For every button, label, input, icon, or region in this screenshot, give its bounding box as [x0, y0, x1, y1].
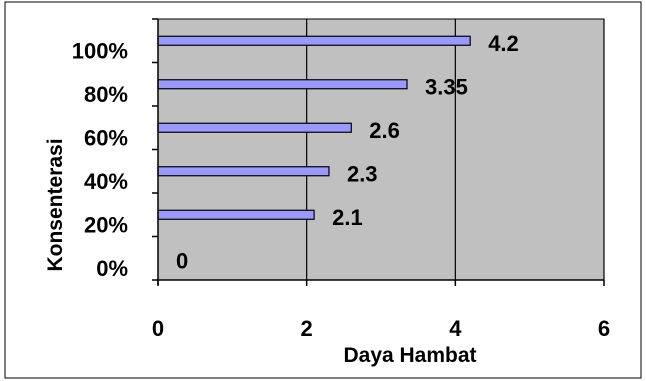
data-label: 4.2 — [488, 31, 519, 56]
y-tick-label: 60% — [84, 126, 128, 151]
x-tick-labels: 0 2 4 6 — [152, 316, 610, 341]
y-tick-label: 40% — [84, 169, 128, 194]
bar-80% — [157, 79, 408, 90]
data-label: 0 — [176, 248, 188, 273]
data-labels: 0 2.1 2.3 2.6 3.35 4.2 — [176, 31, 519, 274]
data-label: 2.1 — [332, 205, 363, 230]
x-tick-label: 4 — [449, 316, 462, 341]
bar-100% — [157, 35, 471, 46]
data-label: 2.3 — [347, 161, 378, 186]
y-axis-title: Konsenterasi — [44, 138, 67, 271]
x-tick-label: 0 — [152, 316, 164, 341]
y-tick-labels: 0% 20% 40% 60% 80% 100% — [72, 39, 128, 282]
bar-20% — [157, 209, 315, 220]
gridlines — [306, 19, 605, 280]
y-tick-label: 20% — [84, 213, 128, 238]
x-axis-title: Daya Hambat — [343, 344, 476, 367]
y-tick-label: 0% — [96, 256, 128, 281]
bar-40% — [157, 166, 330, 177]
data-label: 2.6 — [369, 118, 400, 143]
bar-60% — [157, 122, 352, 133]
axes — [152, 18, 605, 286]
y-tick-label: 100% — [72, 39, 128, 64]
x-tick-label: 6 — [598, 316, 610, 341]
plot-area — [157, 18, 605, 281]
data-label: 3.35 — [425, 74, 468, 99]
x-tick-label: 2 — [301, 316, 313, 341]
y-tick-label: 80% — [84, 82, 128, 107]
